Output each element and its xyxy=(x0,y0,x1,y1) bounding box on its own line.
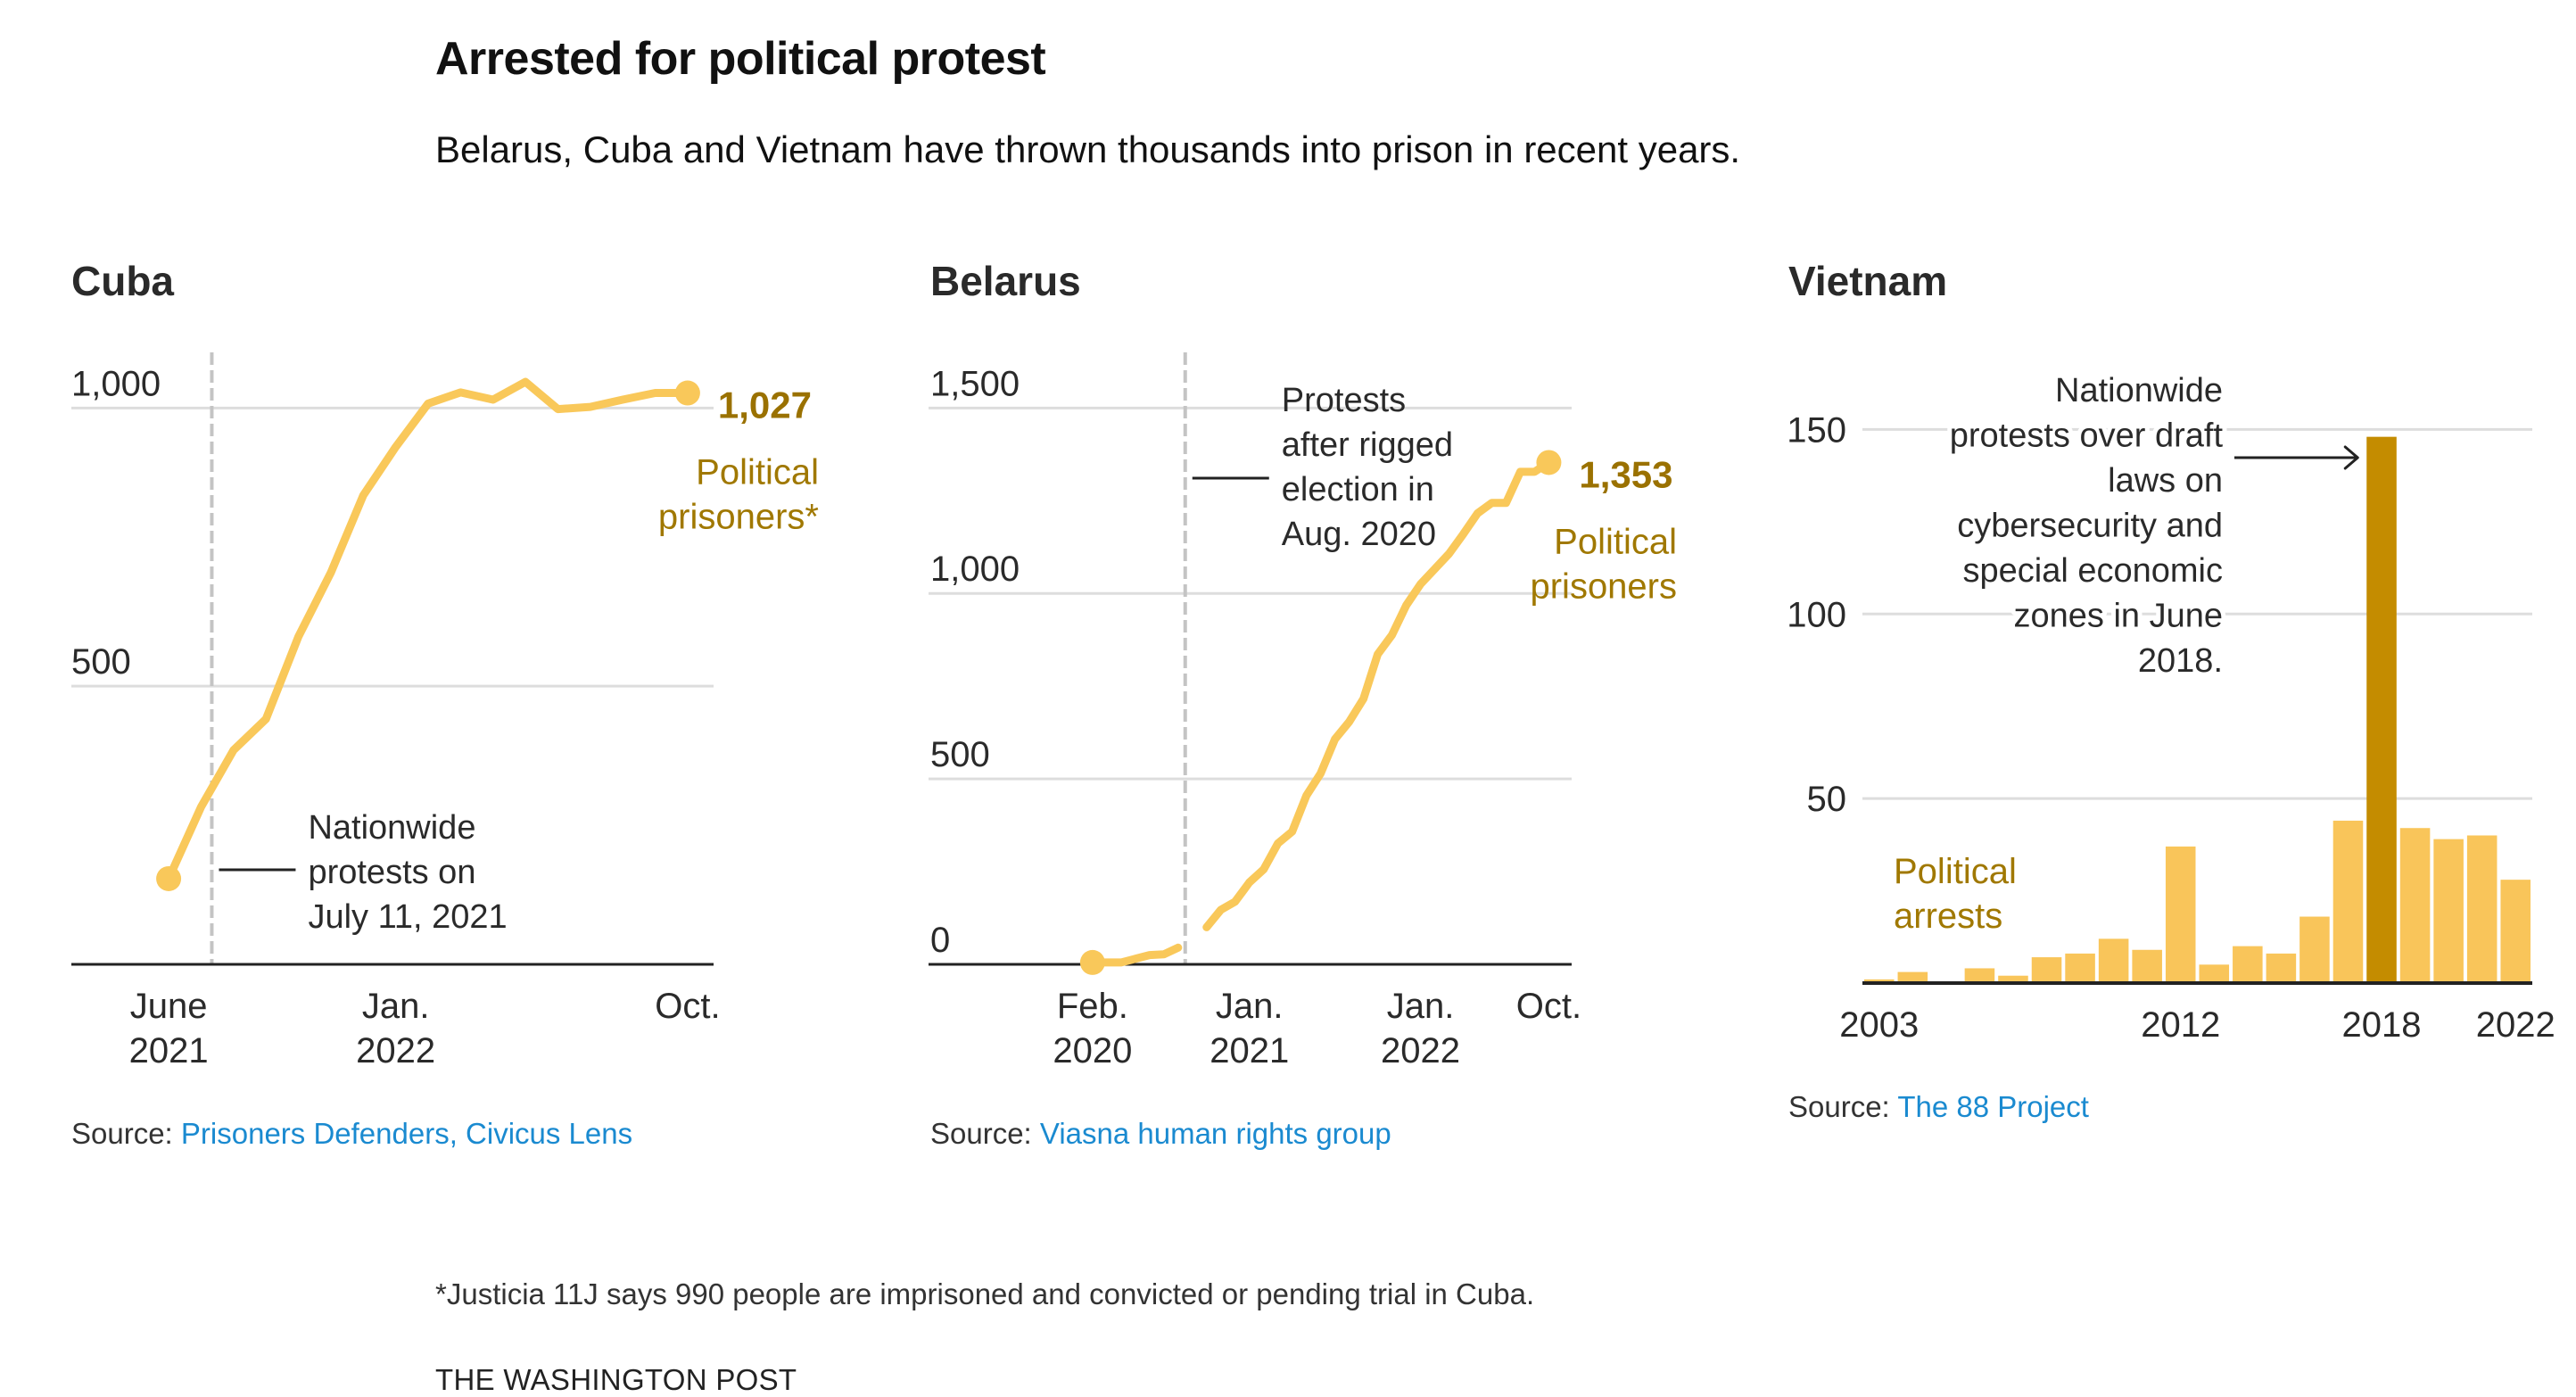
vietnam-bar-2018 xyxy=(2366,436,2397,983)
belarus-x-tick-label: 2021 xyxy=(1210,1031,1289,1070)
belarus-x-tick-label: Feb. xyxy=(1057,987,1128,1026)
belarus-y-tick-label: 500 xyxy=(930,735,990,774)
vietnam-source-link[interactable]: The 88 Project xyxy=(1897,1090,2089,1123)
vietnam-chart-title: Vietnam xyxy=(1788,258,1948,304)
cuba-start-dot xyxy=(156,865,182,891)
vietnam-bar-2019 xyxy=(2399,828,2431,983)
vietnam-bar-2004 xyxy=(1897,971,1928,983)
belarus-series-label: Political xyxy=(1554,522,1677,561)
cuba-x-tick-label: Jan. xyxy=(362,987,430,1026)
vietnam-bar-2020 xyxy=(2433,839,2464,983)
belarus-chart: 0 500 1,000 1,500 Feb. 2020 Jan. 2021 Jan. 2022 Oc… xyxy=(929,352,1677,1070)
belarus-end-value-label: 1,353 xyxy=(1579,453,1672,495)
vietnam-x-tick-label: 2003 xyxy=(1839,1005,1919,1045)
cuba-event-annotation: protests on xyxy=(308,854,475,891)
belarus-event-annotation: after rigged xyxy=(1282,426,1453,464)
vietnam-bar-2007 xyxy=(1998,975,2028,983)
cuba-series-label: prisoners* xyxy=(658,498,819,537)
belarus-start-dot xyxy=(1079,949,1105,975)
belarus-series-label: prisoners xyxy=(1530,566,1677,606)
vietnam-y-tick-label: 150 xyxy=(1787,410,1846,450)
cuba-x-tick-label: June xyxy=(130,987,208,1026)
vietnam-bar-2021 xyxy=(2466,835,2498,983)
belarus-source-link[interactable]: Viasna human rights group xyxy=(1039,1117,1391,1150)
vietnam-annotation: 2018. xyxy=(2138,642,2223,680)
belarus-series-line xyxy=(1088,943,1183,967)
cuba-y-tick-label: 500 xyxy=(71,642,131,682)
vietnam-annotation: Nationwide xyxy=(2055,372,2223,409)
cuba-x-tick-label: Oct. xyxy=(655,987,720,1026)
vietnam-annotation: laws on xyxy=(2108,462,2223,500)
vietnam-bar-2022 xyxy=(2500,880,2531,983)
vietnam-bar-2012 xyxy=(2165,846,2196,983)
vietnam-bar-2009 xyxy=(2065,953,2095,983)
belarus-x-tick-label: 2020 xyxy=(1053,1031,1132,1070)
belarus-end-dot xyxy=(1536,450,1562,475)
vietnam-x-tick-label: 2018 xyxy=(2342,1005,2422,1045)
page-title: Arrested for political protest xyxy=(435,33,1046,85)
vietnam-bar-2016 xyxy=(2299,916,2330,983)
vietnam-bar-2006 xyxy=(1964,968,1995,983)
cuba-y-tick-label: 1,000 xyxy=(71,364,161,403)
vietnam-annotation: protests over draft xyxy=(1950,417,2224,455)
belarus-series-line xyxy=(1202,458,1553,931)
belarus-event-annotation: Aug. 2020 xyxy=(1282,516,1436,553)
footnote: *Justicia 11J says 990 people are impris… xyxy=(435,1277,1535,1310)
cuba-chart: 500 1,000 June 2021 Jan. 2022 Oct. 1,027 Politic… xyxy=(71,352,819,1070)
vietnam-x-tick-label: 2022 xyxy=(2476,1005,2555,1045)
vietnam-annotation: special economic xyxy=(1963,552,2223,590)
cuba-chart-title: Cuba xyxy=(71,258,174,304)
belarus-x-tick-label: Jan. xyxy=(1387,987,1455,1026)
page-subtitle: Belarus, Cuba and Vietnam have thrown th… xyxy=(435,128,1741,170)
belarus-source-prefix: Source: xyxy=(930,1117,1040,1150)
belarus-y-tick-label: 0 xyxy=(930,921,950,960)
vietnam-y-tick-label: 50 xyxy=(1807,780,1847,819)
belarus-y-tick-label: 1,500 xyxy=(930,364,1020,403)
vietnam-source: Source: The 88 Project xyxy=(1788,1090,2089,1124)
vietnam-y-tick-label: 100 xyxy=(1787,595,1846,634)
belarus-x-tick-label: Oct. xyxy=(1516,987,1581,1026)
cuba-event-annotation: Nationwide xyxy=(308,809,475,847)
vietnam-bar-2008 xyxy=(2031,957,2062,983)
cuba-x-tick-label: 2021 xyxy=(129,1031,209,1070)
cuba-source: Source: Prisoners Defenders, Civicus Len… xyxy=(71,1117,632,1151)
vietnam-source-prefix: Source: xyxy=(1788,1090,1898,1123)
cuba-source-link[interactable]: Prisoners Defenders, Civicus Lens xyxy=(180,1117,633,1150)
vietnam-bar-2003 xyxy=(1864,979,1895,983)
cuba-series-line xyxy=(164,377,692,883)
cuba-series-label: Political xyxy=(696,453,819,492)
vietnam-bar-2014 xyxy=(2233,946,2263,983)
arrow-head-icon xyxy=(2343,445,2359,470)
vietnam-bar-2011 xyxy=(2132,949,2162,983)
vietnam-bar-2017 xyxy=(2332,820,2364,983)
vietnam-series-label: arrests xyxy=(1894,897,2002,936)
vietnam-annotation: zones in June xyxy=(2014,598,2224,635)
cuba-end-dot xyxy=(674,380,700,406)
belarus-event-annotation: election in xyxy=(1282,471,1434,508)
belarus-chart-title: Belarus xyxy=(930,258,1081,304)
cuba-event-annotation: July 11, 2021 xyxy=(308,898,507,936)
belarus-source: Source: Viasna human rights group xyxy=(930,1117,1391,1151)
cuba-source-prefix: Source: xyxy=(71,1117,181,1150)
vietnam-x-tick-label: 2012 xyxy=(2141,1005,2220,1045)
vietnam-bar-2013 xyxy=(2199,964,2230,983)
publisher-credit: THE WASHINGTON POST xyxy=(435,1363,797,1396)
vietnam-bar-2010 xyxy=(2098,938,2129,983)
cuba-end-value-label: 1,027 xyxy=(718,384,812,426)
vietnam-chart: 50 100 150 2003 2012 2018 2022 Political arrests… xyxy=(1787,368,2555,1045)
vietnam-series-label: Political xyxy=(1894,852,2017,891)
vietnam-bar-2015 xyxy=(2266,953,2297,983)
belarus-y-tick-label: 1,000 xyxy=(930,550,1020,589)
belarus-event-annotation: Protests xyxy=(1282,382,1406,419)
belarus-x-tick-label: 2022 xyxy=(1381,1031,1460,1070)
cuba-x-tick-label: 2022 xyxy=(356,1031,435,1070)
belarus-x-tick-label: Jan. xyxy=(1216,987,1284,1026)
vietnam-annotation: cybersecurity and xyxy=(1957,508,2223,545)
